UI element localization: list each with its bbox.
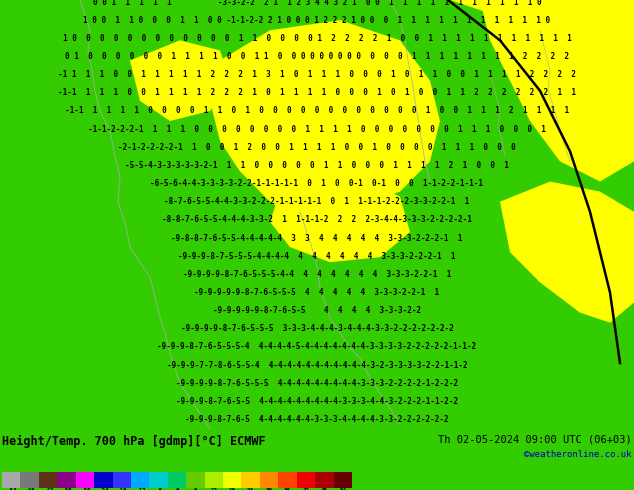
Text: -9-9-9-8-7-6-5-5-5-4  4-4-4-4-5-4-4-4-4-4-4-4-3-3-3-3-2-2-2-2-2-1-1-2: -9-9-9-8-7-6-5-5-5-4 4-4-4-4-5-4-4-4-4-4… xyxy=(157,343,477,351)
Text: ©weatheronline.co.uk: ©weatheronline.co.uk xyxy=(524,450,632,459)
Text: -6: -6 xyxy=(155,489,162,490)
Text: -30: -30 xyxy=(80,489,90,490)
Bar xyxy=(75,472,94,488)
Bar xyxy=(297,472,315,488)
Polygon shape xyxy=(450,0,634,60)
Text: 1 0 0  1  1 0  0  0  1  1  0 0 -1-1-2-2 2 1 0 0 0 1 2 2 2 1 0 0  0  1  1  1  1  : 1 0 0 1 1 0 0 0 1 1 0 0 -1-1-2-2 2 1 0 0… xyxy=(84,16,550,24)
Text: 0 0 1  1  1  1  1          -3-3-2-2  2 1  1 2 3 4 4 3 2 1  0 0  1  1  1  1  1  1: 0 0 1 1 1 1 1 -3-3-2-2 2 1 1 2 3 4 4 3 2… xyxy=(93,0,541,6)
Polygon shape xyxy=(210,20,440,222)
Text: 0 1  0  0  0  0  0  0  1  1  1  1  0  0  1 1  0  0 0 0 0 0 0 0 0  0  0  0  1  1 : 0 1 0 0 0 0 0 0 1 1 1 1 0 0 1 1 0 0 0 0 … xyxy=(65,52,569,61)
Text: -36: -36 xyxy=(61,489,72,490)
Text: -18: -18 xyxy=(117,489,127,490)
Bar xyxy=(278,472,297,488)
Text: 36: 36 xyxy=(284,489,291,490)
Text: Th 02-05-2024 09:00 UTC (06+03): Th 02-05-2024 09:00 UTC (06+03) xyxy=(438,435,632,444)
Text: 24: 24 xyxy=(247,489,254,490)
Bar xyxy=(260,472,278,488)
Text: 18: 18 xyxy=(229,489,236,490)
Text: 42: 42 xyxy=(302,489,309,490)
Text: -9-9-9-9-8-7-6-5-5-5  4-4-4-4-4-4-4-4-4-3-3-3-2-2-2-2-1-2-2-2: -9-9-9-9-8-7-6-5-5-5 4-4-4-4-4-4-4-4-4-3… xyxy=(176,379,458,388)
Polygon shape xyxy=(500,181,634,323)
Text: -12: -12 xyxy=(135,489,145,490)
Text: Height/Temp. 700 hPa [gdmp][°C] ECMWF: Height/Temp. 700 hPa [gdmp][°C] ECMWF xyxy=(2,435,266,448)
Polygon shape xyxy=(480,0,634,181)
Bar xyxy=(186,472,205,488)
Text: -9-9-9-7-7-8-6-5-5-4  4-4-4-4-4-4-4-4-4-4-4-3-2-3-3-3-3-2-2-1-1-2: -9-9-9-7-7-8-6-5-5-4 4-4-4-4-4-4-4-4-4-4… xyxy=(167,361,467,369)
Bar xyxy=(94,472,112,488)
Text: -24: -24 xyxy=(98,489,108,490)
Text: -1-1  1  1  1  0  0  1  1  1  1  2  2  2  1  0  1  1  1  1  0  0  0  1  0  1  0 : -1-1 1 1 1 0 0 1 1 1 1 2 2 2 1 0 1 1 1 1… xyxy=(58,88,576,98)
Text: -9-9-9-9-8-7-6-5-5-5-4-4  4  4  4  4  4  4  3-3-3-2-2-1  1: -9-9-9-9-8-7-6-5-5-5-4-4 4 4 4 4 4 4 3-3… xyxy=(183,270,451,279)
Text: 48: 48 xyxy=(321,489,328,490)
Bar xyxy=(57,472,75,488)
Bar xyxy=(333,472,352,488)
Text: 0: 0 xyxy=(175,489,179,490)
Text: -6-5-6-4-4-3-3-3-3-2-2-1-1-1-1-1  0  1  0  0-1  0-1  0  0  1-1-2-2-1-1-1: -6-5-6-4-4-3-3-3-3-2-2-1-1-1-1-1 0 1 0 0… xyxy=(150,179,484,188)
Polygon shape xyxy=(130,40,230,121)
Text: -9-9-9-9-8-7-6-5-5-5  3-3-3-4-4-4-3-4-4-4-3-3-2-2-2-2-2-2-2: -9-9-9-9-8-7-6-5-5-5 3-3-3-4-4-4-3-4-4-4… xyxy=(181,324,453,333)
Bar xyxy=(150,472,168,488)
Text: 30: 30 xyxy=(266,489,273,490)
Text: 54: 54 xyxy=(339,489,346,490)
Bar xyxy=(315,472,333,488)
Text: -42: -42 xyxy=(43,489,53,490)
Text: 1 0  0  0  0  0  0  0  0  0  0  0  0  1  1  0  0  0  0 1  2  2  2  2  1  0  0  1: 1 0 0 0 0 0 0 0 0 0 0 0 0 1 1 0 0 0 0 1 … xyxy=(63,34,571,43)
Bar xyxy=(223,472,242,488)
Text: -9-9-9-9-9-8-7-6-5-5-5  4  4  4  4  4  3-3-3-2-2-1  1: -9-9-9-9-9-8-7-6-5-5-5 4 4 4 4 4 3-3-3-2… xyxy=(195,288,439,297)
Text: -2-1-2-2-2-2-1  1  0  0  1  2  0  0  1  1  1  1  0  0  1  0  0  0  0  1  1  1  0: -2-1-2-2-2-2-1 1 0 0 1 2 0 0 1 1 1 1 0 0… xyxy=(118,143,516,152)
Bar xyxy=(20,472,39,488)
Text: 6: 6 xyxy=(193,489,197,490)
Text: -1-1-2-2-2-1  1  1  1  0  0  0  0  0  0  0  0  1  1  1  1  0  0  0  0  0  0  0  : -1-1-2-2-2-1 1 1 1 0 0 0 0 0 0 0 0 1 1 1… xyxy=(88,124,546,134)
Text: -5-5-4-3-3-3-3-3-2-1  1  1  0  0  0  0  0  1  1  0  0  0  1  1  1  1  2  1  0  0: -5-5-4-3-3-3-3-3-2-1 1 1 0 0 0 0 0 1 1 0… xyxy=(125,161,509,170)
Text: -1 1  1  1  0  0  1  1  1  1  1  2  2  2  1  3  1  0  1  1  1  0  0  0  1  0  1 : -1 1 1 1 0 0 1 1 1 1 1 2 2 2 1 3 1 0 1 1… xyxy=(58,70,576,79)
Text: -9-8-8-7-6-5-5-4-4-4-4-4  3  3  4  4  4  4  4  3-3-3-2-2-2-1  1: -9-8-8-7-6-5-5-4-4-4-4-4 3 3 4 4 4 4 4 3… xyxy=(171,234,463,243)
Polygon shape xyxy=(270,176,410,262)
Text: 12: 12 xyxy=(210,489,217,490)
Bar xyxy=(2,472,20,488)
Bar xyxy=(131,472,150,488)
Bar xyxy=(39,472,57,488)
Bar xyxy=(242,472,260,488)
Text: -8-7-6-5-5-4-4-3-3-2-2-2-1-1-1-1-1  0  1  1-1-1-2-2-2-3-3-2-2-1  1: -8-7-6-5-5-4-4-3-3-2-2-2-1-1-1-1-1 0 1 1… xyxy=(164,197,470,206)
Text: -1-1  1  1  1  1  0  0  0  0  1  1  0  1  0  0  0  0  0  0  0  0  0  0  0  0  1 : -1-1 1 1 1 1 0 0 0 0 1 1 0 1 0 0 0 0 0 0… xyxy=(65,106,569,116)
Bar xyxy=(205,472,223,488)
Bar xyxy=(112,472,131,488)
Text: -9-9-9-9-9-8-7-6-5-5    4  4  4  4  3-3-3-2-2: -9-9-9-9-9-8-7-6-5-5 4 4 4 4 3-3-3-2-2 xyxy=(213,306,421,315)
Text: -9-9-9-8-7-5-5-5-4-4-4-4  4  4  4  4  4  4  3-3-3-2-2-2-1  1: -9-9-9-8-7-5-5-5-4-4-4-4 4 4 4 4 4 4 3-3… xyxy=(178,252,456,261)
Text: -9-9-9-8-7-6-5  4-4-4-4-4-4-3-3-3-4-4-4-4-3-3-2-2-2-2-2-2: -9-9-9-8-7-6-5 4-4-4-4-4-4-3-3-3-4-4-4-4… xyxy=(185,415,449,424)
Text: -8-8-7-6-5-5-4-4-4-3-3-2  1  1-1-1-2  2  2  2-3-4-4-3-3-3-2-2-2-2-1: -8-8-7-6-5-5-4-4-4-3-3-2 1 1-1-1-2 2 2 2… xyxy=(162,215,472,224)
Text: -48: -48 xyxy=(24,489,35,490)
Bar xyxy=(168,472,186,488)
Text: -54: -54 xyxy=(6,489,16,490)
Text: -9-9-9-8-7-6-5-5  4-4-4-4-4-4-4-4-4-3-3-3-4-4-3-2-2-2-1-1-2-2: -9-9-9-8-7-6-5-5 4-4-4-4-4-4-4-4-4-3-3-3… xyxy=(176,397,458,406)
